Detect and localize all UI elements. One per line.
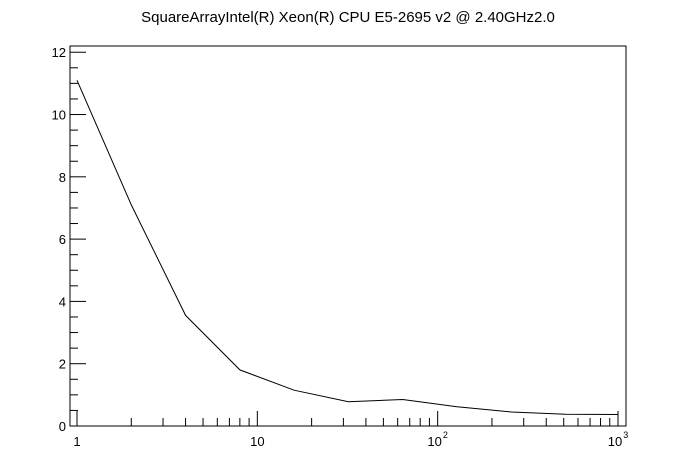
y-tick-label: 12 <box>52 45 66 60</box>
y-tick-label: 0 <box>59 419 66 434</box>
x-tick-exponent: 2 <box>443 430 448 440</box>
x-tick-label: 10 <box>250 434 264 449</box>
y-tick-label: 2 <box>59 357 66 372</box>
y-tick-label: 6 <box>59 232 66 247</box>
x-tick-exponent: 3 <box>623 430 628 440</box>
y-tick-label: 10 <box>52 108 66 123</box>
x-tick-label: 10 <box>427 434 441 449</box>
series-group <box>76 80 619 415</box>
y-axis: 0 2 4 6 8 10 12 <box>52 45 86 434</box>
y-tick-label: 4 <box>59 294 66 309</box>
x-tick-label: 1 <box>73 434 80 449</box>
x-axis: 1 10 10 2 10 3 <box>73 411 628 449</box>
x-tick-label: 10 <box>608 434 622 449</box>
series-line-0 <box>76 80 619 415</box>
plot-frame <box>69 45 627 427</box>
y-tick-label: 8 <box>59 170 66 185</box>
chart-title: SquareArrayIntel(R) Xeon(R) CPU E5-2695 … <box>141 9 555 26</box>
